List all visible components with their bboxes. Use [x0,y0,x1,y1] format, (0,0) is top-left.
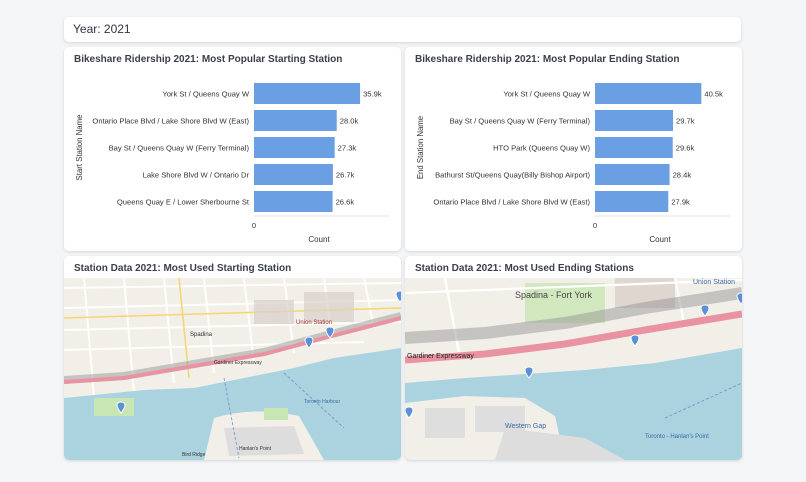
y-axis-label: End Station Name [416,116,425,179]
map1-station-marker[interactable] [304,336,314,349]
value-label: 27.3k [338,144,357,153]
category-label: Lake Shore Blvd W / Ontario Dr [143,171,250,180]
start-station-map[interactable]: Spadina Union Station Gardiner Expresswa… [64,278,401,460]
start-station-chart-card: Bikeshare Ridership 2021: Most Popular S… [64,47,401,251]
value-label: 26.7k [336,171,355,180]
x-axis-label: Count [649,235,671,244]
value-label: 35.9k [363,90,382,99]
bar [595,83,702,104]
y-axis-label: Start Station Name [75,115,84,181]
map2-western-gap-label: Western Gap [505,423,546,430]
bar [595,110,673,131]
category-label: Ontario Place Blvd / Lake Shore Blvd W (… [433,198,590,207]
value-label: 40.5k [704,90,723,99]
start-station-chart-title: Bikeshare Ridership 2021: Most Popular S… [74,54,343,65]
year-label: Year: 2021 [73,22,131,36]
bar [595,137,673,158]
bar [595,191,669,212]
end-station-chart-card: Bikeshare Ridership 2021: Most Popular E… [405,47,742,251]
map1-hanlans-label: Hanlan's Point [239,446,272,452]
map1-station-marker[interactable] [395,290,401,303]
category-label: Queens Quay E / Lower Sherbourne St [117,198,250,207]
map2-station-marker[interactable] [700,304,710,317]
map2-station-marker[interactable] [630,334,640,347]
x-tick-label: 0 [593,221,597,230]
value-label: 29.6k [676,144,695,153]
end-station-map-title: Station Data 2021: Most Used Ending Stat… [415,263,634,274]
category-label: Bay St / Queens Quay W (Ferry Terminal) [109,144,250,153]
end-station-chart: York St / Queens Quay W 40.5k Bay St / Que… [416,83,730,244]
start-station-map-title: Station Data 2021: Most Used Starting St… [74,263,292,274]
bar [254,110,337,131]
end-station-map[interactable]: Spadina - Fort York Union Station Gardin… [405,278,742,460]
map1-spadina-label: Spadina [190,332,213,338]
bar [254,137,335,158]
start-station-chart: York St / Queens Quay W 35.9k Ontario Plac… [75,83,389,244]
value-label: 28.4k [673,171,692,180]
map1-union-station-label: Union Station [296,320,332,326]
map1-harbour-label: Toronto Harbour [304,399,340,405]
category-label: York St / Queens Quay W [503,90,590,99]
bar [254,83,361,104]
bar [595,164,670,185]
value-label: 26.6k [336,198,355,207]
map2-station-marker[interactable] [736,292,742,305]
map2-gardiner-label: Gardiner Expressway [407,353,474,360]
map1-bird-ridge-label: Bird Ridge [182,452,206,458]
bar [254,164,333,185]
end-station-chart-title: Bikeshare Ridership 2021: Most Popular E… [415,54,680,65]
map1-station-marker[interactable] [116,401,126,414]
end-station-map-card: Station Data 2021: Most Used Ending Stat… [405,256,742,460]
map1-station-marker[interactable] [325,326,335,339]
value-label: 27.9k [671,198,690,207]
map2-spadina-label: Spadina - Fort York [515,290,593,300]
start-station-map-card: Station Data 2021: Most Used Starting St… [64,256,401,460]
map2-hanlans-label: Toronto - Hanlan's Point [645,434,709,440]
category-label: Bay St / Queens Quay W (Ferry Terminal) [450,117,591,126]
map1-gardiner-label: Gardiner Expressway [214,360,262,366]
bar [254,191,333,212]
category-label: York St / Queens Quay W [162,90,249,99]
category-label: Bathurst St/Queens Quay(Billy Bishop Air… [435,171,590,180]
map2-station-marker[interactable] [405,406,414,419]
category-label: Ontario Place Blvd / Lake Shore Blvd W (… [92,117,249,126]
map2-station-marker[interactable] [524,366,534,379]
x-axis-label: Count [308,235,330,244]
value-label: 29.7k [676,117,695,126]
year-filter-card[interactable]: Year: 2021 [64,17,741,42]
category-label: HTO Park (Queens Quay W) [493,144,590,153]
map2-union-station-label: Union Station [693,279,735,286]
x-tick-label: 0 [252,221,256,230]
value-label: 28.0k [340,117,359,126]
